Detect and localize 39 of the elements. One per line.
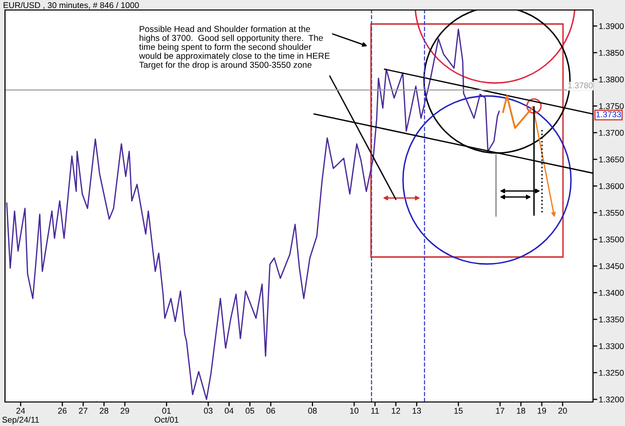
- chart-title: EUR/USD , 30 minutes, # 846 / 1000: [4, 2, 139, 10]
- annotation: Possible Head and Shoulder formation at the highs of 3700. Good sell opportunity there. The time being spent to form the second shoulder would be approximately close to the time in HERE Target for the drop is around 3500-3550 zone: [139, 26, 330, 70]
- y-tick-label: 1.3500: [599, 236, 624, 242]
- x-tick-label: 26: [58, 408, 67, 414]
- y-tick-label: 1.3400: [599, 290, 624, 296]
- x-tick-label: 27: [78, 408, 88, 414]
- x-tick-label: 11: [371, 408, 379, 414]
- y-tick-label: 1.3300: [599, 343, 624, 350]
- y-tick-label: 1.3250: [599, 370, 624, 376]
- x-tick-label: 19: [538, 408, 546, 414]
- y-tick-label: 1.3900: [599, 23, 624, 30]
- x-tick-label: 08: [308, 408, 317, 414]
- x-tick-label: 20: [558, 408, 567, 414]
- x-tick-label: 24 Sep/24/11: [2, 408, 39, 424]
- x-tick-label: 18: [516, 408, 526, 414]
- x-tick-label: 10: [350, 408, 358, 414]
- y-tick-label: 1.3650: [599, 156, 624, 162]
- y-tick-label: 1.3350: [599, 316, 624, 322]
- y-tick-label: 1.3700: [599, 130, 624, 136]
- x-tick-label: 13: [412, 408, 421, 414]
- x-tick-label: 28: [100, 408, 108, 414]
- ref-line-label: 1.3780: [568, 82, 593, 88]
- x-tick-label: 06: [266, 408, 276, 414]
- x-tick-label: 12: [392, 408, 400, 414]
- y-tick-label: 1.3550: [599, 210, 624, 216]
- x-tick-label: 29: [120, 408, 130, 414]
- x-tick-label: 05: [246, 408, 254, 414]
- y-tick-label: 1.3450: [599, 263, 624, 270]
- x-tick-label: 04: [224, 408, 234, 414]
- y-tick-label: 1.3850: [599, 50, 624, 56]
- x-tick-label: 17: [496, 408, 504, 414]
- x-tick-label: 03: [204, 408, 213, 414]
- annotation: 1.3733: [596, 111, 621, 118]
- x-tick-label: 15: [454, 408, 463, 414]
- x-tick-label: 01 Oct/01: [154, 408, 178, 423]
- y-tick-label: 1.3600: [599, 183, 624, 190]
- y-tick-label: 1.3750: [599, 103, 624, 110]
- y-tick-label: 1.3200: [599, 396, 624, 402]
- y-tick-label: 1.3800: [599, 76, 624, 82]
